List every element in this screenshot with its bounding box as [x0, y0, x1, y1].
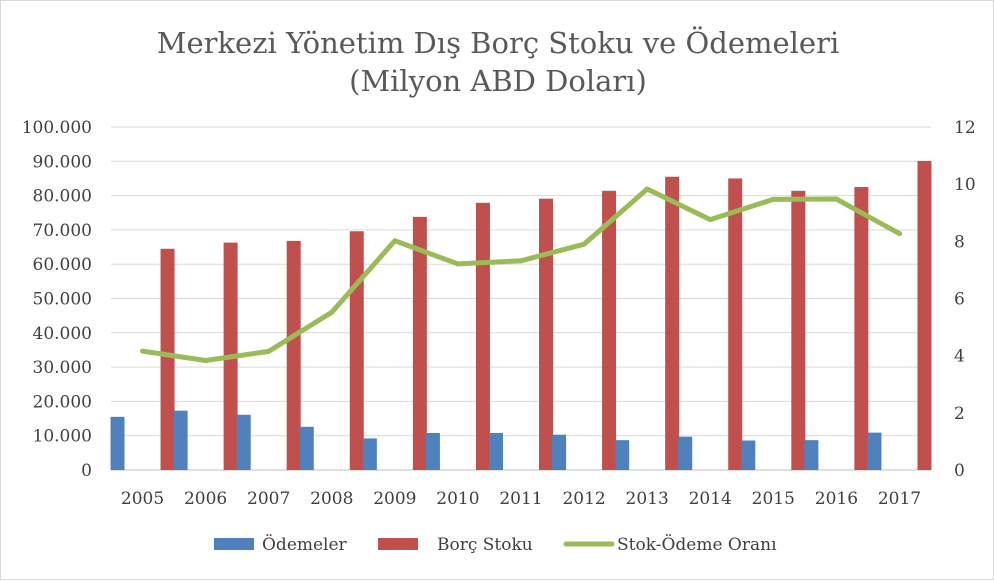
y-left-tick-label: 40.000 [33, 324, 92, 344]
x-axis-ticks: 2005 2006 2007 2008 2009 2010 2011 2012 2013 2014… [121, 489, 921, 509]
line-stok-odeme-orani [140, 186, 902, 364]
x-tick-label: 2011 [499, 489, 542, 509]
chart-title: Merkezi Yönetim Dış Borç Stoku ve Ödemel… [157, 25, 839, 60]
bar-borc-stoku [349, 231, 364, 470]
y-left-tick-label: 50.000 [33, 290, 92, 310]
bar-odemeler [173, 410, 188, 470]
bar-borc-stoku [728, 178, 743, 470]
y-left-tick-label: 90.000 [33, 152, 92, 172]
x-tick-label: 2017 [878, 489, 921, 509]
bar-odemeler [615, 440, 630, 470]
legend-label: Ödemeler [262, 534, 348, 555]
y-left-tick-label: 70.000 [33, 221, 92, 241]
line-point [140, 348, 146, 354]
x-tick-label: 2009 [373, 489, 416, 509]
y-right-tick-label: 6 [954, 290, 965, 310]
y-left-tick-label: 0 [81, 461, 92, 481]
bar-borc-stoku [539, 198, 553, 470]
y-left-tick-label: 100.000 [22, 118, 92, 138]
y-right-tick-label: 8 [954, 232, 965, 252]
line-point [266, 348, 272, 354]
line-point [896, 231, 902, 237]
x-tick-label: 2006 [184, 489, 227, 509]
bar-odemeler [804, 440, 819, 470]
x-tick-label: 2005 [121, 489, 164, 509]
legend-key-odemeler [214, 538, 254, 550]
chart-subtitle: (Milyon ABD Doları) [349, 64, 647, 98]
line-point [518, 258, 524, 264]
line-point [329, 309, 335, 315]
x-tick-label: 2014 [689, 489, 732, 509]
line-point [581, 241, 587, 247]
y-left-tick-label: 80.000 [33, 187, 92, 207]
legend-label: Stok-Ödeme Oranı [617, 534, 777, 555]
y-right-tick-label: 12 [954, 118, 976, 138]
y-left-tick-label: 60.000 [33, 255, 92, 275]
line-series [140, 186, 902, 364]
x-tick-label: 2007 [247, 489, 290, 509]
bar-borc-stoku [854, 187, 869, 470]
y-right-tick-label: 4 [954, 347, 965, 367]
bar-odemeler [362, 438, 377, 470]
line-point [770, 196, 776, 202]
y-right-tick-label: 10 [954, 175, 976, 195]
bar-odemeler [110, 416, 125, 470]
x-tick-label: 2015 [752, 489, 795, 509]
right-axis-ticks: 0 2 4 6 8 10 12 [954, 118, 976, 481]
bar-borc-stoku [602, 190, 617, 470]
y-left-tick-label: 10.000 [33, 427, 92, 447]
bar-borc-stoku [791, 190, 806, 470]
line-point [455, 261, 461, 267]
line-point [203, 358, 209, 364]
x-tick-label: 2013 [626, 489, 669, 509]
bar-odemeler [489, 432, 503, 470]
x-tick-label: 2016 [815, 489, 858, 509]
legend-label: Borç Stoku [437, 535, 533, 555]
bar-odemeler [425, 432, 440, 470]
bar-odemeler [299, 426, 314, 470]
y-left-tick-label: 30.000 [33, 358, 92, 378]
line-point [644, 186, 650, 192]
bar-borc-stoku [412, 216, 427, 470]
bar-series [110, 160, 932, 471]
line-point [707, 217, 713, 223]
x-tick-label: 2010 [436, 489, 479, 509]
bar-odemeler [741, 440, 756, 470]
bar-borc-stoku [286, 240, 301, 470]
legend: Ödemeler Borç Stoku Stok-Ödeme Oranı [214, 534, 777, 555]
line-point [833, 196, 839, 202]
x-tick-label: 2012 [562, 489, 605, 509]
y-right-tick-label: 0 [954, 461, 965, 481]
y-left-tick-label: 20.000 [33, 392, 92, 412]
bar-borc-stoku [160, 248, 175, 470]
bar-odemeler [236, 414, 251, 470]
bar-borc-stoku [665, 176, 680, 471]
bar-odemeler [552, 434, 567, 470]
bar-borc-stoku [475, 202, 490, 471]
y-right-tick-label: 2 [954, 404, 965, 424]
bar-odemeler [678, 436, 693, 470]
legend-key-borc-stoku [378, 538, 418, 550]
x-tick-label: 2008 [310, 489, 353, 509]
bar-odemeler [867, 432, 882, 470]
line-point [392, 238, 398, 244]
bar-borc-stoku [917, 160, 932, 470]
left-axis-ticks: 0 10.000 20.000 30.000 40.000 50.000 60.000 70.… [22, 118, 92, 481]
